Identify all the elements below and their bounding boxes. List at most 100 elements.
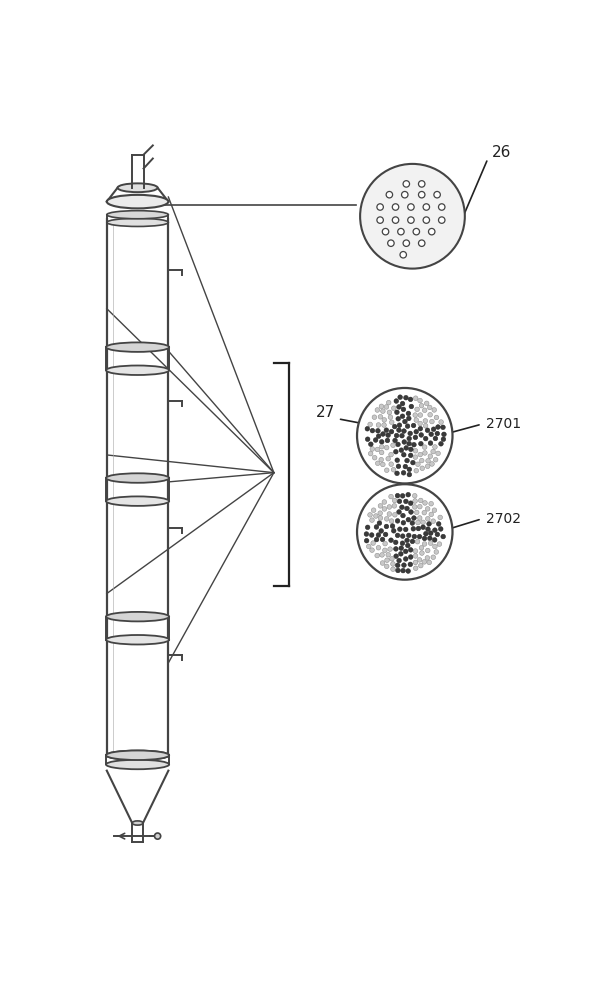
Circle shape: [424, 531, 428, 536]
Ellipse shape: [106, 496, 169, 506]
Circle shape: [431, 427, 436, 432]
Circle shape: [398, 395, 402, 399]
Circle shape: [426, 507, 430, 511]
Circle shape: [412, 534, 416, 539]
Circle shape: [438, 217, 445, 223]
Circle shape: [392, 406, 396, 411]
Circle shape: [386, 456, 390, 461]
Circle shape: [429, 531, 433, 535]
Circle shape: [415, 407, 420, 412]
Circle shape: [432, 528, 437, 532]
Circle shape: [378, 414, 383, 419]
Circle shape: [423, 217, 430, 223]
Circle shape: [387, 512, 392, 516]
Circle shape: [437, 522, 441, 526]
Circle shape: [382, 500, 387, 504]
Circle shape: [423, 204, 430, 210]
Circle shape: [407, 436, 412, 441]
Circle shape: [392, 498, 397, 503]
Circle shape: [403, 549, 408, 554]
Circle shape: [393, 547, 398, 551]
Circle shape: [384, 405, 389, 409]
Ellipse shape: [132, 821, 143, 825]
Circle shape: [396, 510, 401, 514]
Circle shape: [422, 560, 427, 564]
Circle shape: [429, 512, 434, 517]
Circle shape: [410, 539, 415, 544]
Circle shape: [365, 426, 370, 431]
Circle shape: [413, 413, 418, 417]
Circle shape: [397, 423, 402, 427]
Circle shape: [423, 445, 427, 449]
Circle shape: [368, 442, 373, 447]
Circle shape: [404, 557, 408, 561]
Circle shape: [423, 423, 428, 428]
Circle shape: [360, 164, 465, 269]
Circle shape: [419, 546, 424, 550]
Circle shape: [417, 558, 422, 562]
Text: 27: 27: [316, 405, 336, 420]
Circle shape: [389, 452, 393, 457]
Circle shape: [392, 217, 399, 223]
Circle shape: [418, 452, 423, 457]
Circle shape: [406, 492, 410, 497]
Circle shape: [420, 551, 424, 555]
Circle shape: [413, 448, 418, 453]
Ellipse shape: [107, 211, 168, 219]
Circle shape: [382, 548, 387, 553]
Circle shape: [407, 416, 411, 421]
Circle shape: [422, 536, 427, 541]
Circle shape: [371, 508, 376, 512]
Circle shape: [389, 538, 393, 543]
Circle shape: [407, 467, 412, 472]
Circle shape: [418, 441, 423, 446]
Circle shape: [413, 435, 418, 440]
Circle shape: [398, 228, 404, 235]
Circle shape: [386, 433, 390, 437]
Circle shape: [365, 437, 370, 442]
Circle shape: [431, 519, 435, 523]
Circle shape: [418, 563, 423, 568]
Ellipse shape: [106, 612, 169, 621]
Circle shape: [423, 408, 427, 413]
Circle shape: [402, 440, 407, 444]
Circle shape: [413, 566, 418, 571]
Circle shape: [430, 419, 434, 424]
Circle shape: [401, 452, 406, 457]
Circle shape: [431, 555, 435, 560]
Ellipse shape: [106, 635, 169, 644]
Circle shape: [441, 432, 446, 437]
Circle shape: [436, 451, 440, 456]
Circle shape: [378, 504, 383, 508]
Circle shape: [368, 513, 372, 517]
Circle shape: [379, 529, 384, 533]
Circle shape: [404, 446, 409, 450]
Circle shape: [395, 563, 400, 568]
Circle shape: [409, 548, 413, 552]
Circle shape: [435, 532, 440, 537]
Ellipse shape: [107, 195, 168, 208]
Circle shape: [389, 462, 393, 466]
Circle shape: [391, 443, 395, 448]
Circle shape: [408, 562, 413, 567]
Circle shape: [432, 408, 437, 412]
Circle shape: [372, 455, 377, 460]
Circle shape: [404, 527, 408, 532]
Circle shape: [414, 418, 418, 422]
Circle shape: [379, 440, 384, 444]
Circle shape: [436, 425, 440, 429]
Circle shape: [401, 568, 406, 573]
Circle shape: [390, 556, 394, 561]
Circle shape: [409, 555, 413, 559]
Circle shape: [406, 517, 410, 522]
Circle shape: [408, 217, 414, 223]
Circle shape: [414, 429, 418, 434]
Circle shape: [418, 191, 425, 198]
Circle shape: [403, 181, 410, 187]
Circle shape: [370, 447, 375, 451]
Circle shape: [378, 516, 383, 520]
Circle shape: [412, 516, 416, 520]
Circle shape: [399, 448, 404, 452]
Circle shape: [364, 532, 368, 536]
Circle shape: [390, 562, 395, 566]
